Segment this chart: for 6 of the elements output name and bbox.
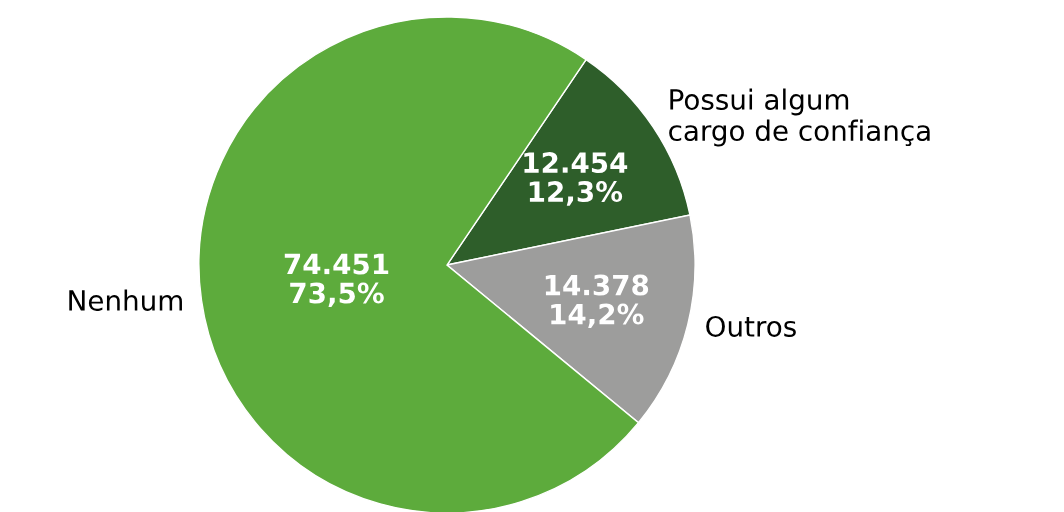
data-label: 74.451 73,5% — [284, 253, 389, 308]
data-label: 12.454 12,3% — [524, 152, 628, 206]
slice-label: Possui algum cargo de confiança — [669, 88, 930, 147]
slice-label: Nenhum — [69, 289, 182, 311]
data-label: 14.378 14,2% — [545, 274, 649, 329]
slice-label: Outros — [706, 315, 796, 337]
